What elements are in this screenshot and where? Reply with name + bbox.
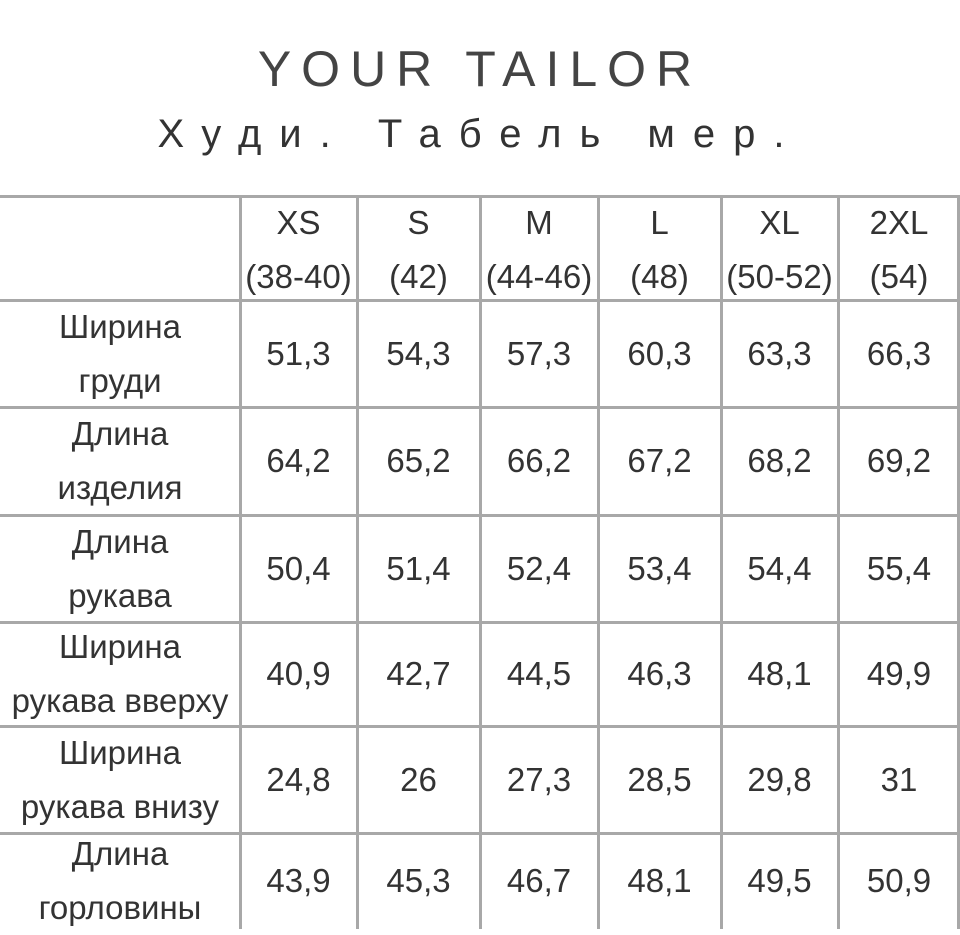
row-label: Ширина рукава вверху [0,622,240,726]
measure-value: 52,4 [506,549,572,587]
column-line [239,196,242,929]
size-name: XS [276,204,321,241]
measure-value: 29,8 [747,760,812,798]
measure-value: 51,3 [266,334,331,372]
label-line: Длина [71,415,169,452]
column-header: 2XL (54) [838,198,960,302]
size-range: (48) [630,258,689,295]
measure-value: 45,3 [386,862,451,899]
size-range: (44-46) [485,258,593,295]
measure-value: 53,4 [627,549,692,587]
measure-value: 63,3 [747,334,812,372]
measure-value: 54,3 [386,334,451,372]
measure-value: 49,5 [747,862,812,899]
size-name: XL [759,204,800,241]
measure-value: 44,5 [506,655,572,692]
label-line: горловины [38,889,202,926]
measure-value: 68,2 [747,442,812,479]
measure-value: 64,2 [266,442,331,479]
size-range: (42) [389,258,448,295]
measure-value: 67,2 [627,442,692,479]
label-line: Длина [71,835,169,872]
measure-value: 28,5 [627,760,692,798]
measure-value: 54,4 [747,549,812,587]
measure-value: 50,4 [266,549,331,587]
measure-value: 48,1 [627,862,692,899]
size-name: 2XL [869,204,929,241]
column-line [356,196,359,929]
label-line: изделия [57,469,183,506]
size-range: (54) [869,258,929,295]
measure-value: 40,9 [266,655,331,692]
column-line [479,196,482,929]
column-line [957,196,960,929]
size-name: L [650,204,669,241]
measure-value: 46,3 [627,655,692,692]
column-header: S (42) [357,198,480,302]
measure-value: 42,7 [386,655,451,692]
title: Худи. Табель мер. [157,112,803,156]
measure-value: 31 [880,760,918,798]
size-name: S [407,204,430,241]
column-header: M (44-46) [480,198,598,302]
column-line [597,196,600,929]
measure-value: 46,7 [506,862,572,899]
row-label: Ширина груди [0,300,240,407]
measure-value: 69,2 [866,442,932,479]
measure-value: 50,9 [866,862,932,899]
size-range: (50-52) [726,258,833,295]
header-label-cell [0,196,240,300]
measure-value: 49,9 [866,655,932,692]
measure-value: 48,1 [747,655,812,692]
measure-value: 26 [400,760,437,798]
column-header: XS (38-40) [240,198,357,302]
label-line: Ширина [58,628,182,665]
measure-value: 57,3 [506,334,572,372]
brand: YOUR TAILOR [257,41,703,97]
column-header: L (48) [598,198,721,302]
size-range: (38-40) [245,258,352,295]
measure-value: 65,2 [386,442,451,479]
label-line: Длина [71,522,169,560]
size-name: M [525,204,553,241]
measure-value: 66,2 [506,442,572,479]
measure-value: 27,3 [506,760,572,798]
column-header: XL (50-52) [721,198,838,302]
label-line: Ширина [58,307,182,345]
measure-value: 55,4 [866,549,932,587]
label-line: рукава внизу [20,787,220,825]
row-label: Ширина рукава внизу [0,726,240,833]
measure-value: 66,3 [866,334,932,372]
row-label: Длина горловины [0,833,240,929]
measure-value: 43,9 [266,862,331,899]
label-line: рукава [68,576,172,614]
label-line: рукава вверху [11,682,229,719]
label-line: Ширина [58,733,182,771]
measure-value: 24,8 [266,760,331,798]
column-line [720,196,723,929]
row-label: Длина изделия [0,407,240,515]
measure-value: 51,4 [386,549,451,587]
row-label: Длина рукава [0,515,240,622]
measure-value: 60,3 [627,334,692,372]
label-line: груди [78,361,162,399]
column-line [837,196,840,929]
